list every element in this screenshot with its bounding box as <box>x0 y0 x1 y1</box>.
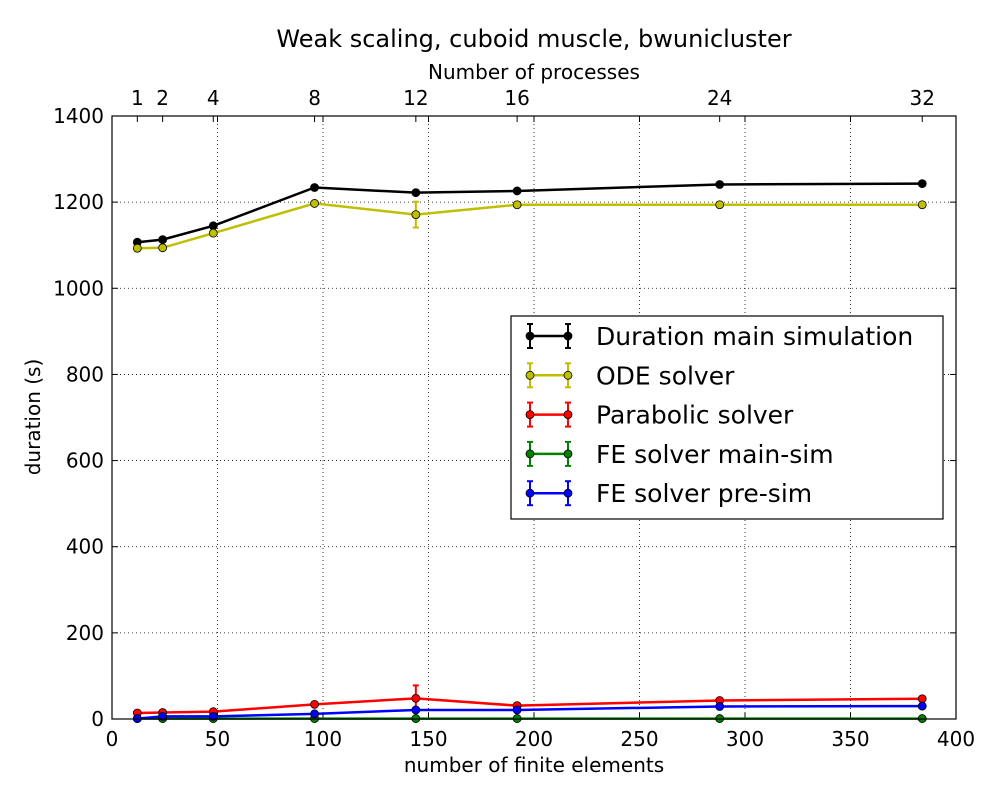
legend-marker <box>525 488 535 498</box>
series-0 <box>132 179 927 247</box>
series-line <box>137 202 923 250</box>
data-point <box>512 186 522 196</box>
data-point <box>310 709 319 719</box>
legend-marker <box>525 410 535 420</box>
legend: Duration main simulation ODE solver Parabo… <box>510 315 944 520</box>
legend-marker <box>563 370 573 380</box>
legend-label: Duration main simulation <box>596 322 913 351</box>
series-line <box>137 704 923 720</box>
legend-marker <box>563 449 573 459</box>
x-tick-label: 400 <box>937 727 975 751</box>
data-point <box>715 200 725 210</box>
data-point <box>208 228 218 238</box>
y-tick-label: 1200 <box>53 190 104 214</box>
series-line <box>137 697 923 715</box>
data-point <box>512 705 522 715</box>
legend-entry: ODE solver <box>525 361 735 390</box>
data-point <box>411 210 421 220</box>
data-point <box>158 235 168 245</box>
legend-marker <box>563 331 573 341</box>
data-point <box>917 701 927 711</box>
top-axis-tick-label: 12 <box>403 86 428 110</box>
axis-ticks: 0 50 100 150 200 250 300 350 400 0 200 400 600 800 100… <box>53 86 975 751</box>
y-tick-label: 200 <box>66 621 104 645</box>
data-point <box>917 694 927 704</box>
top-axis-tick-label: 24 <box>707 86 732 110</box>
legend-box <box>510 315 944 520</box>
y-tick-label: 1400 <box>53 104 104 128</box>
y-tick-label: 1000 <box>53 276 104 300</box>
plot-frame <box>111 115 957 720</box>
x-tick-label: 200 <box>515 727 553 751</box>
legend-marker <box>563 488 573 498</box>
legend-entry: FE solver pre-sim <box>525 479 812 508</box>
series-4 <box>132 701 927 723</box>
x-tick-label: 150 <box>409 727 447 751</box>
legend-label: FE solver main-sim <box>596 440 834 469</box>
data-point <box>208 221 218 231</box>
x-tick-label: 50 <box>205 727 230 751</box>
legend-marker <box>525 449 535 459</box>
series-1 <box>132 199 927 253</box>
y-tick-label: 400 <box>66 535 104 559</box>
top-x-axis-label: Number of processes <box>428 60 640 84</box>
y-tick-label: 600 <box>66 449 104 473</box>
data-point <box>411 693 421 703</box>
data-point <box>310 183 319 192</box>
x-tick-label: 250 <box>620 727 658 751</box>
data-point <box>917 200 927 210</box>
data-point <box>512 200 522 210</box>
top-axis-tick-label: 16 <box>504 86 529 110</box>
data-point <box>411 705 421 715</box>
top-axis-tick-label: 1 <box>131 86 144 110</box>
top-axis-tick-label: 2 <box>156 86 169 110</box>
data-point <box>310 699 319 709</box>
x-tick-label: 100 <box>304 727 342 751</box>
top-axis-tick-label: 4 <box>207 86 220 110</box>
x-axis-label: number of finite elements <box>404 753 664 777</box>
data-point <box>310 199 319 208</box>
legend-marker <box>525 331 535 341</box>
x-tick-label: 0 <box>106 727 119 751</box>
legend-label: ODE solver <box>596 361 735 390</box>
y-tick-label: 0 <box>91 707 104 731</box>
data-point <box>411 188 421 198</box>
legend-label: FE solver pre-sim <box>596 479 812 508</box>
legend-marker <box>563 410 573 420</box>
y-axis-label: duration (s) <box>21 359 45 476</box>
legend-entry: Parabolic solver <box>525 401 794 430</box>
series-line <box>137 182 923 244</box>
top-axis-tick-label: 8 <box>308 86 321 110</box>
data-point <box>715 180 725 189</box>
legend-marker <box>525 370 535 380</box>
legend-entry: Duration main simulation <box>525 322 913 351</box>
data-point <box>715 702 725 711</box>
data-point <box>917 179 927 189</box>
data-point <box>158 243 168 253</box>
top-axis-tick-label: 32 <box>910 86 935 110</box>
chart-title: Weak scaling, cuboid muscle, bwunicluste… <box>276 25 791 53</box>
data-point <box>132 243 142 253</box>
x-tick-label: 300 <box>726 727 764 751</box>
legend-label: Parabolic solver <box>596 401 794 430</box>
y-tick-label: 800 <box>66 362 104 386</box>
legend-entry: FE solver main-sim <box>525 440 834 469</box>
x-tick-label: 350 <box>831 727 869 751</box>
